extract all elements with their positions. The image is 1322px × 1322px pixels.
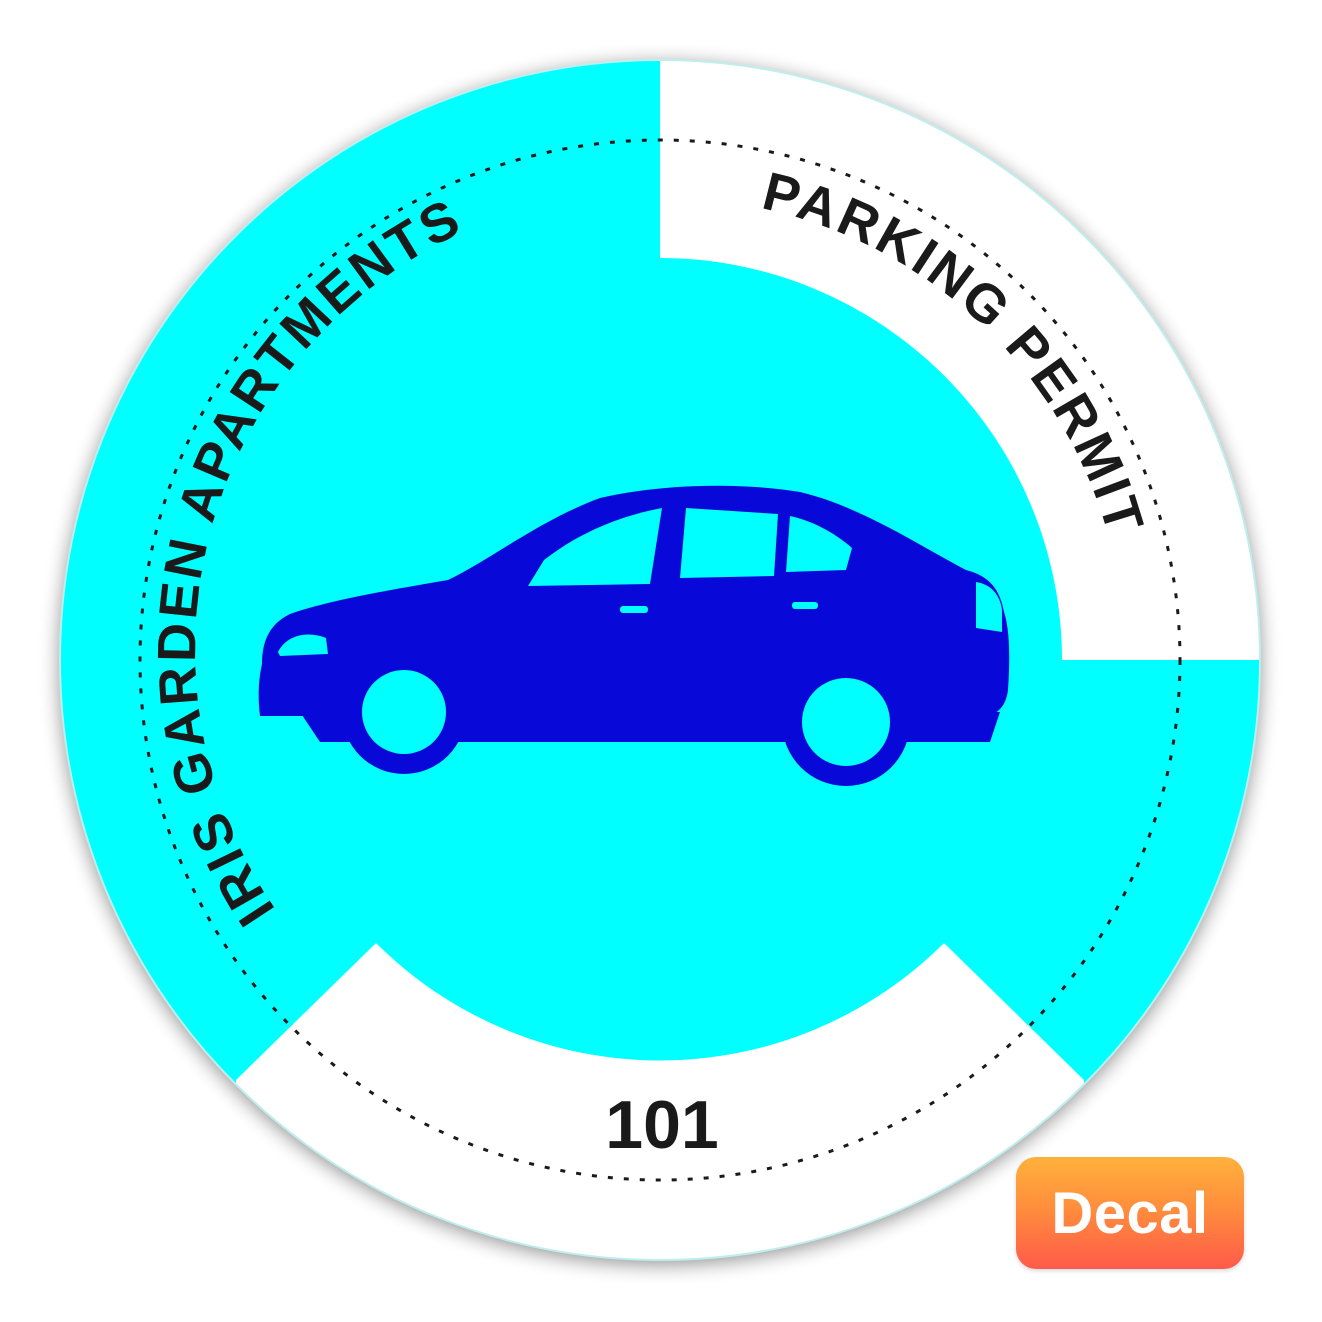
car-icon (258, 485, 1010, 786)
permit-number: 101 (605, 1087, 718, 1163)
dotted-ring (138, 138, 1182, 1182)
decal-badge: Decal (1016, 1157, 1244, 1269)
